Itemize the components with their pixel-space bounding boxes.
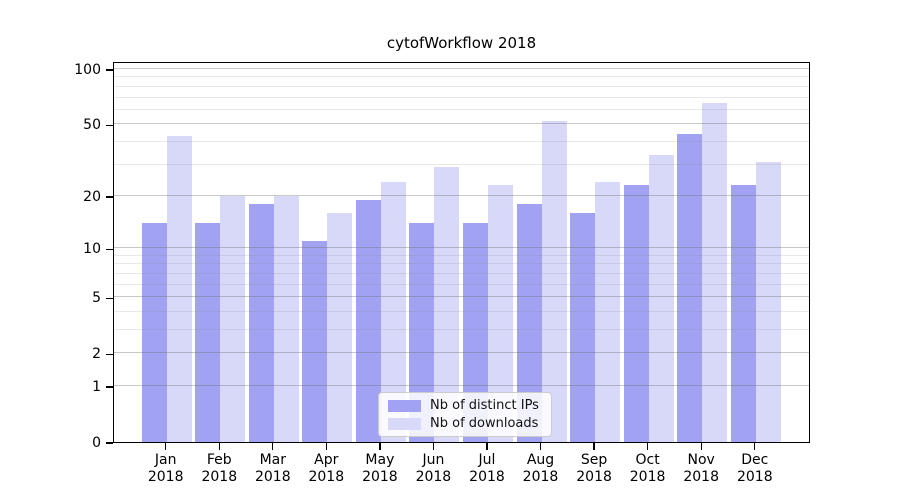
- bar-downloads-apr: [327, 213, 353, 442]
- bar-downloads-oct: [648, 154, 674, 442]
- x-tick-label-sep: Sep 2018: [576, 452, 612, 485]
- bar-downloads-mar: [273, 195, 299, 442]
- x-tick-label-jul: Jul 2018: [469, 452, 505, 485]
- bar-distinct-ips-sep: [570, 213, 596, 442]
- x-tick-label-dec: Dec 2018: [736, 452, 773, 485]
- major-gridline-1: [114, 385, 809, 386]
- chart-title: cytofWorkflow 2018: [386, 34, 537, 52]
- y-tick-20: [106, 196, 113, 198]
- bar-distinct-ips-jan: [141, 223, 167, 442]
- major-gridline-50: [114, 123, 809, 125]
- minor-gridline-7: [114, 272, 809, 274]
- y-tick-label-100: 100: [74, 62, 101, 78]
- legend-item-distinct-ips: Nb of distinct IPs: [388, 398, 539, 413]
- minor-gridline-6: [114, 283, 809, 285]
- legend-swatch-downloads: [388, 417, 421, 430]
- x-tick-label-nov: Nov 2018: [683, 452, 719, 485]
- minor-gridline-70: [114, 96, 809, 98]
- legend: Nb of distinct IPs Nb of downloads: [378, 392, 552, 437]
- bar-distinct-ips-nov: [677, 134, 703, 442]
- minor-gridline-4: [114, 310, 809, 312]
- x-tick-label-apr: Apr 2018: [308, 452, 345, 485]
- minor-gridline-80: [114, 85, 809, 87]
- plot-area: Nb of distinct IPs Nb of downloads: [113, 62, 810, 443]
- x-tick-apr: [325, 443, 327, 450]
- major-gridline-20: [114, 194, 809, 196]
- minor-gridline-60: [114, 108, 809, 110]
- bar-distinct-ips-feb: [195, 223, 221, 442]
- bar-distinct-ips-apr: [302, 241, 328, 442]
- major-gridline-2: [114, 352, 809, 354]
- legend-label-distinct-ips: Nb of distinct IPs: [430, 398, 539, 413]
- y-tick-label-1: 1: [92, 379, 101, 395]
- legend-item-downloads: Nb of downloads: [388, 416, 539, 431]
- x-tick-aug: [539, 443, 542, 450]
- bar-downloads-jan: [166, 136, 192, 442]
- minor-gridline-3: [114, 329, 809, 330]
- y-tick-0: [106, 442, 113, 444]
- x-tick-nov: [700, 443, 702, 450]
- y-tick-label-2: 2: [92, 346, 101, 363]
- y-tick-label-10: 10: [83, 241, 101, 258]
- x-tick-mar: [272, 443, 274, 450]
- x-tick-label-aug: Aug 2018: [522, 452, 559, 485]
- bar-distinct-ips-dec: [730, 185, 756, 442]
- x-tick-label-may: May 2018: [362, 452, 398, 485]
- x-tick-jul: [486, 443, 488, 450]
- y-tick-10: [106, 248, 113, 250]
- bar-distinct-ips-may: [355, 199, 381, 442]
- x-tick-label-oct: Oct 2018: [629, 452, 666, 485]
- x-tick-sep: [593, 443, 595, 450]
- legend-label-downloads: Nb of downloads: [430, 416, 539, 431]
- bar-downloads-sep: [595, 181, 621, 442]
- x-tick-may: [379, 443, 381, 450]
- minor-gridline-8: [114, 263, 809, 265]
- y-tick-2: [106, 353, 113, 355]
- minor-gridline-30: [114, 163, 809, 165]
- x-tick-label-mar: Mar 2018: [254, 452, 291, 485]
- bar-downloads-nov: [702, 103, 728, 442]
- major-gridline-5: [114, 296, 809, 298]
- gridlines-layer: [114, 63, 809, 442]
- y-tick-label-0: 0: [92, 435, 101, 451]
- x-tick-oct: [647, 443, 649, 450]
- y-tick-1: [106, 386, 113, 388]
- x-tick-label-feb: Feb 2018: [201, 452, 238, 485]
- x-tick-feb: [218, 443, 220, 450]
- x-tick-label-jan: Jan 2018: [147, 452, 184, 485]
- y-tick-50: [106, 124, 113, 126]
- legend-swatch-distinct-ips: [388, 399, 421, 412]
- x-tick-dec: [754, 443, 756, 450]
- x-tick-jun: [432, 443, 435, 450]
- minor-gridline-9: [114, 254, 809, 256]
- major-gridline-10: [114, 247, 809, 249]
- y-tick-label-20: 20: [83, 188, 101, 205]
- minor-gridline-40: [114, 140, 809, 142]
- y-tick-label-5: 5: [92, 290, 101, 307]
- bar-downloads-dec: [755, 161, 781, 442]
- y-tick-100: [106, 69, 113, 71]
- minor-gridline-90: [114, 76, 809, 78]
- major-gridline-100: [114, 68, 809, 69]
- bar-downloads-aug: [541, 121, 567, 442]
- y-tick-label-50: 50: [83, 117, 101, 134]
- y-tick-5: [106, 297, 113, 299]
- bar-distinct-ips-oct: [623, 185, 649, 442]
- bar-distinct-ips-mar: [248, 204, 274, 442]
- x-tick-label-jun: Jun 2018: [415, 452, 452, 485]
- bar-downloads-feb: [220, 195, 246, 442]
- x-tick-jan: [165, 443, 167, 450]
